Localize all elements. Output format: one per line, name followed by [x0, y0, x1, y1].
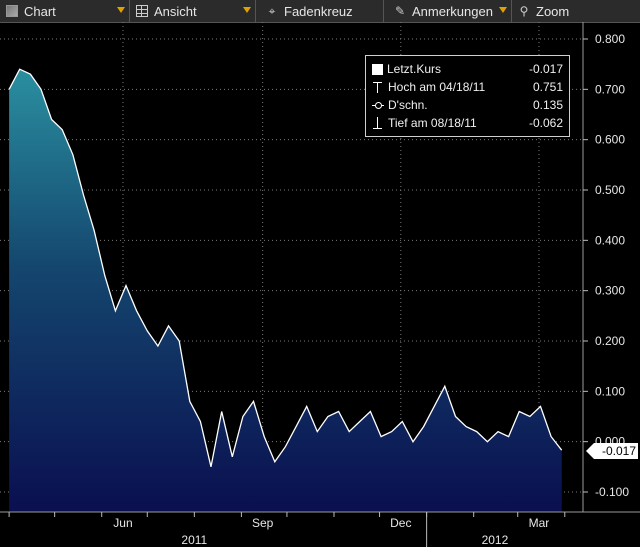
x-tick-label: Jun: [113, 516, 132, 530]
zoom-label: Zoom: [536, 3, 570, 19]
price-line: [8, 68, 563, 467]
average-marker-icon: [372, 99, 384, 111]
y-tick-label: 0.800: [595, 32, 625, 46]
low-marker-icon: [372, 117, 384, 129]
legend-low-label: Tief am 08/18/11: [388, 116, 477, 130]
toolbar: Chart Ansicht ⌖ Fadenkreuz ✎ Anmerkungen…: [0, 0, 640, 23]
legend-box: Letzt.Kurs -0.017 Hoch am 04/18/11 0.751…: [365, 55, 570, 137]
legend-average-label: D'schn.: [388, 98, 428, 112]
legend-high-label: Hoch am 04/18/11: [388, 80, 486, 94]
year-label: 2012: [482, 533, 509, 547]
view-menu-button[interactable]: Ansicht: [130, 0, 256, 22]
y-axis-ticks: 0.800 0.700 0.600 0.500 0.400 0.300 0.200 0.100…: [583, 32, 629, 499]
high-marker-icon: [372, 81, 384, 93]
y-tick-label: 0.100: [595, 384, 625, 398]
x-axis-ticks: Jun Sep Dec Mar 2011 2012: [8, 512, 566, 547]
chart-menu-button[interactable]: Chart: [0, 0, 130, 22]
y-tick-label: 0.400: [595, 233, 625, 247]
zoom-button[interactable]: ⚲ Zoom: [512, 0, 640, 22]
chart-icon: [6, 5, 18, 17]
x-tick-label: Mar: [529, 516, 550, 530]
last-value-pointer: [586, 443, 594, 459]
last-value-badge: -0.017: [594, 443, 638, 459]
x-tick-label: Sep: [252, 516, 274, 530]
legend-last-value: -0.017: [528, 62, 563, 76]
x-tick-label: Dec: [390, 516, 411, 530]
crosshair-icon: ⌖: [268, 4, 276, 18]
legend-row-last: Letzt.Kurs -0.017: [372, 61, 563, 77]
crosshair-button[interactable]: ⌖ Fadenkreuz: [256, 0, 384, 22]
y-tick-label: 0.500: [595, 183, 625, 197]
legend-average-value: 0.135: [532, 98, 563, 112]
y-tick-label: -0.100: [595, 485, 629, 499]
price-chart[interactable]: 0.800 0.700 0.600 0.500 0.400 0.300 0.200 0.100…: [0, 22, 640, 547]
magnifier-icon: ⚲: [519, 4, 529, 18]
legend-row-low: Tief am 08/18/11 -0.062: [372, 115, 563, 131]
dropdown-arrow-icon: [499, 7, 507, 13]
legend-high-value: 0.751: [532, 80, 563, 94]
legend-low-value: -0.062: [528, 116, 563, 130]
square-icon: [372, 63, 383, 75]
legend-row-average: D'schn. 0.135: [372, 97, 563, 113]
legend-last-label: Letzt.Kurs: [387, 62, 442, 76]
y-tick-label: 0.300: [595, 284, 625, 298]
chart-menu-label: Chart: [24, 3, 56, 19]
year-label: 2011: [181, 533, 207, 547]
dropdown-arrow-icon: [243, 7, 251, 13]
grid-icon: [136, 5, 148, 17]
dropdown-arrow-icon: [117, 7, 125, 13]
pen-icon: ✎: [394, 4, 406, 18]
price-area: [9, 69, 562, 512]
annotations-menu-button[interactable]: ✎ Anmerkungen: [384, 0, 512, 22]
y-tick-label: 0.200: [595, 334, 625, 348]
annotations-menu-label: Anmerkungen: [412, 3, 493, 19]
y-tick-label: 0.600: [595, 133, 625, 147]
legend-row-high: Hoch am 04/18/11 0.751: [372, 79, 563, 95]
view-menu-label: Ansicht: [154, 3, 197, 19]
y-tick-label: 0.700: [595, 82, 625, 96]
crosshair-label: Fadenkreuz: [284, 3, 353, 19]
